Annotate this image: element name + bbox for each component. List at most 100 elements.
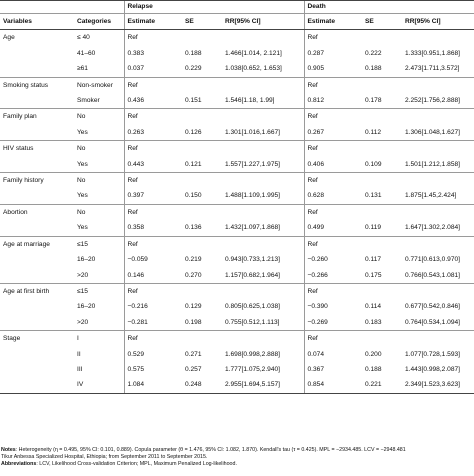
variable-cell: Age at first birth xyxy=(3,287,50,295)
value-cell: −0.266 xyxy=(303,267,362,284)
value-cell: 0.499 xyxy=(303,220,362,237)
death-header: Death xyxy=(303,0,474,14)
variable-cell xyxy=(0,188,74,205)
column-header: Estimate xyxy=(303,12,362,31)
value-cell: 0.805[0.625,1.038] xyxy=(225,303,280,311)
value-cell: 0.358 xyxy=(123,220,182,237)
value-cell xyxy=(362,141,402,157)
value-cell xyxy=(402,283,474,299)
column-header-row: Variables Categories Estimate SE RR[95% CI] E… xyxy=(0,12,474,31)
value-cell: 1.077[0.728,1.593] xyxy=(405,350,460,358)
value-cell: Ref xyxy=(303,204,362,221)
table-row: HIV status No Ref Ref xyxy=(0,140,474,157)
value-cell: 0.406 xyxy=(303,156,362,174)
variable-cell: Family plan xyxy=(3,113,37,121)
value-cell: 2.349[1.523,3.623] xyxy=(402,377,474,394)
category-cell: >20 xyxy=(74,267,124,284)
value-cell: 1.546[1.18, 1.99] xyxy=(222,93,304,110)
column-header: Estimate xyxy=(123,12,182,31)
value-cell xyxy=(222,331,304,347)
table-row: Stage I Ref Ref xyxy=(0,330,474,347)
column-header: SE xyxy=(362,12,402,31)
value-cell xyxy=(402,109,474,125)
value-cell xyxy=(182,173,222,189)
category-cell: No xyxy=(77,177,86,185)
value-cell xyxy=(402,236,474,252)
category-cell: >20 xyxy=(74,314,124,332)
variable-cell xyxy=(0,299,74,314)
variable-cell: Age at marriage xyxy=(3,240,50,248)
value-cell: Ref xyxy=(303,236,362,253)
value-cell: 1.333[0.951,1.868] xyxy=(405,49,460,57)
value-cell: 0.175 xyxy=(362,267,402,284)
category-cell: II xyxy=(77,350,81,358)
value-cell: Ref xyxy=(303,108,362,125)
value-cell: 0.126 xyxy=(182,124,222,142)
table-row: Yes 0.358 0.136 1.432[1.097,1.868] 0.499 0.11… xyxy=(0,220,474,237)
value-cell: 0.222 xyxy=(365,49,382,57)
value-cell: 0.271 xyxy=(185,350,202,358)
value-cell: Ref xyxy=(123,140,182,157)
value-cell xyxy=(362,236,402,252)
abbreviations-line: Abbreviations: LCV, Likelihood Cross-val… xyxy=(1,461,473,468)
value-cell: Ref xyxy=(303,283,362,300)
table-row: ≥61 0.037 0.229 1.038[0.652, 1.653] 0.905 0.1… xyxy=(0,61,474,78)
value-cell: 0.119 xyxy=(362,220,402,237)
value-cell: Ref xyxy=(303,77,362,94)
value-cell xyxy=(362,173,402,189)
value-cell: 2.473[1.711,3.572] xyxy=(402,61,474,78)
value-cell: 0.267 xyxy=(303,124,362,142)
value-cell xyxy=(362,331,402,347)
table-row: Age at marriage ≤15 Ref Ref xyxy=(0,236,474,253)
value-cell: 1.777[1.075,2.940] xyxy=(225,365,280,373)
value-cell xyxy=(362,204,402,220)
category-cell: Yes xyxy=(74,220,124,237)
value-cell xyxy=(182,331,222,347)
value-cell: 0.575 xyxy=(123,361,182,378)
value-cell xyxy=(182,204,222,220)
value-cell: 1.698[0.998,2.888] xyxy=(225,350,280,358)
value-cell: 1.466[1.014, 2.121] xyxy=(225,49,282,57)
value-cell: 0.131 xyxy=(362,188,402,205)
value-cell: 0.121 xyxy=(182,156,222,174)
value-cell: Ref xyxy=(123,29,182,46)
table-row: Family plan No Ref Ref xyxy=(0,108,474,125)
variable-cell: HIV status xyxy=(3,145,34,153)
value-cell: 0.905 xyxy=(303,61,362,78)
value-cell: 0.812 xyxy=(303,93,362,110)
value-cell: 0.188 xyxy=(362,61,402,78)
value-cell xyxy=(182,30,222,46)
relapse-header: Relapse xyxy=(123,0,304,14)
table-row: 16–20 −0.216 0.129 0.805[0.625,1.038] −0.390… xyxy=(0,299,474,315)
category-cell: IV xyxy=(74,377,124,394)
column-header: Categories xyxy=(74,12,124,31)
variable-cell: Age xyxy=(3,34,15,42)
notes-text: : Heterogeneity (η = 0.495, 95% CI: 0.10… xyxy=(15,447,406,453)
value-cell: 0.129 xyxy=(185,303,202,311)
value-cell: 0.443 xyxy=(123,156,182,174)
value-cell: 1.084 xyxy=(123,377,182,394)
variable-cell xyxy=(0,252,74,267)
variable-cell xyxy=(0,61,74,78)
value-cell: 0.188 xyxy=(185,49,202,57)
value-cell: 0.183 xyxy=(362,314,402,332)
value-cell: 0.114 xyxy=(365,303,382,311)
table-row: Age at first birth ≤15 Ref Ref xyxy=(0,283,474,300)
category-cell: ≤ 40 xyxy=(77,34,90,42)
table-row: Smoker 0.436 0.151 1.546[1.18, 1.99] 0.812 0.… xyxy=(0,93,474,110)
value-cell xyxy=(362,109,402,125)
value-cell: 0.529 xyxy=(123,346,182,362)
variable-cell xyxy=(0,362,74,377)
notes-label: Notes xyxy=(1,447,16,453)
value-cell: 2.955[1.694,5.157] xyxy=(222,377,304,394)
value-cell: 0.397 xyxy=(123,188,182,205)
value-cell: Ref xyxy=(303,330,362,347)
value-cell xyxy=(182,141,222,157)
value-cell xyxy=(222,283,304,299)
variable-cell: Abortion xyxy=(3,208,28,216)
value-cell: 0.764[0.534,1.094] xyxy=(402,314,474,332)
value-cell: 1.301[1.016,1.667] xyxy=(222,124,304,142)
value-cell: 1.306[1.048,1.627] xyxy=(402,124,474,142)
value-cell xyxy=(222,173,304,189)
